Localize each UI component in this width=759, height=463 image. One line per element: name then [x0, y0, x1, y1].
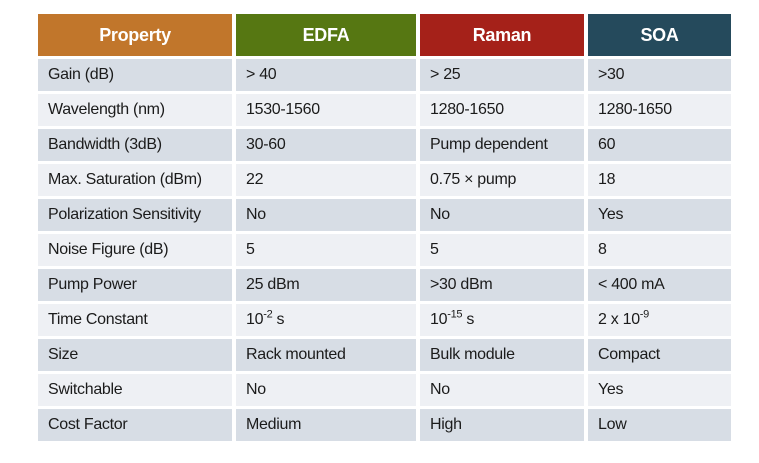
soa-value-cell: < 400 mA — [588, 269, 731, 301]
comparison-table: Property EDFA Raman SOA Gain (dB) > 40 > 2… — [34, 11, 735, 444]
property-cell: Noise Figure (dB) — [38, 234, 232, 266]
raman-value-cell: 10-15 s — [420, 304, 584, 336]
table-row: Bandwidth (3dB) 30-60 Pump dependent 60 — [38, 129, 731, 161]
header-edfa: EDFA — [236, 14, 416, 56]
property-cell: Wavelength (nm) — [38, 94, 232, 126]
soa-value-cell: Yes — [588, 374, 731, 406]
property-cell: Cost Factor — [38, 409, 232, 441]
table-body: Gain (dB) > 40 > 25 >30 Wavelength (nm) 1530-… — [38, 59, 731, 441]
soa-value-cell: Low — [588, 409, 731, 441]
soa-value-cell: 8 — [588, 234, 731, 266]
table-header: Property EDFA Raman SOA — [38, 14, 731, 56]
soa-value-cell: 1280-1650 — [588, 94, 731, 126]
soa-value-cell: 18 — [588, 164, 731, 196]
header-soa: SOA — [588, 14, 731, 56]
property-cell: Time Constant — [38, 304, 232, 336]
edfa-value-cell: 5 — [236, 234, 416, 266]
soa-value-cell: 60 — [588, 129, 731, 161]
raman-value-cell: Bulk module — [420, 339, 584, 371]
edfa-value-cell: 25 dBm — [236, 269, 416, 301]
raman-value-cell: >30 dBm — [420, 269, 584, 301]
table-row: Max. Saturation (dBm) 22 0.75 × pump 18 — [38, 164, 731, 196]
edfa-value-cell: 30-60 — [236, 129, 416, 161]
edfa-value-cell: 1530-1560 — [236, 94, 416, 126]
property-cell: Size — [38, 339, 232, 371]
header-row: Property EDFA Raman SOA — [38, 14, 731, 56]
property-cell: Switchable — [38, 374, 232, 406]
table-row: Gain (dB) > 40 > 25 >30 — [38, 59, 731, 91]
edfa-value-cell: 10-2 s — [236, 304, 416, 336]
table-row: Switchable No No Yes — [38, 374, 731, 406]
property-cell: Gain (dB) — [38, 59, 232, 91]
raman-value-cell: High — [420, 409, 584, 441]
soa-value-cell: Yes — [588, 199, 731, 231]
raman-value-cell: No — [420, 374, 584, 406]
raman-value-cell: 1280-1650 — [420, 94, 584, 126]
edfa-value-cell: Medium — [236, 409, 416, 441]
edfa-value-cell: > 40 — [236, 59, 416, 91]
header-property: Property — [38, 14, 232, 56]
edfa-value-cell: No — [236, 199, 416, 231]
raman-value-cell: No — [420, 199, 584, 231]
raman-value-cell: Pump dependent — [420, 129, 584, 161]
raman-value-cell: 5 — [420, 234, 584, 266]
edfa-value-cell: 22 — [236, 164, 416, 196]
header-raman: Raman — [420, 14, 584, 56]
edfa-value-cell: Rack mounted — [236, 339, 416, 371]
table-row: Noise Figure (dB) 5 5 8 — [38, 234, 731, 266]
edfa-value-cell: No — [236, 374, 416, 406]
table-row: Cost Factor Medium High Low — [38, 409, 731, 441]
table-row: Size Rack mounted Bulk module Compact — [38, 339, 731, 371]
table-row: Pump Power 25 dBm >30 dBm < 400 mA — [38, 269, 731, 301]
table-row: Wavelength (nm) 1530-1560 1280-1650 1280-16… — [38, 94, 731, 126]
property-cell: Max. Saturation (dBm) — [38, 164, 232, 196]
soa-value-cell: 2 x 10-9 — [588, 304, 731, 336]
table-row: Polarization Sensitivity No No Yes — [38, 199, 731, 231]
soa-value-cell: Compact — [588, 339, 731, 371]
property-cell: Pump Power — [38, 269, 232, 301]
property-cell: Bandwidth (3dB) — [38, 129, 232, 161]
property-cell: Polarization Sensitivity — [38, 199, 232, 231]
raman-value-cell: 0.75 × pump — [420, 164, 584, 196]
soa-value-cell: >30 — [588, 59, 731, 91]
raman-value-cell: > 25 — [420, 59, 584, 91]
amplifier-comparison-table: Property EDFA Raman SOA Gain (dB) > 40 > 2… — [34, 11, 735, 444]
